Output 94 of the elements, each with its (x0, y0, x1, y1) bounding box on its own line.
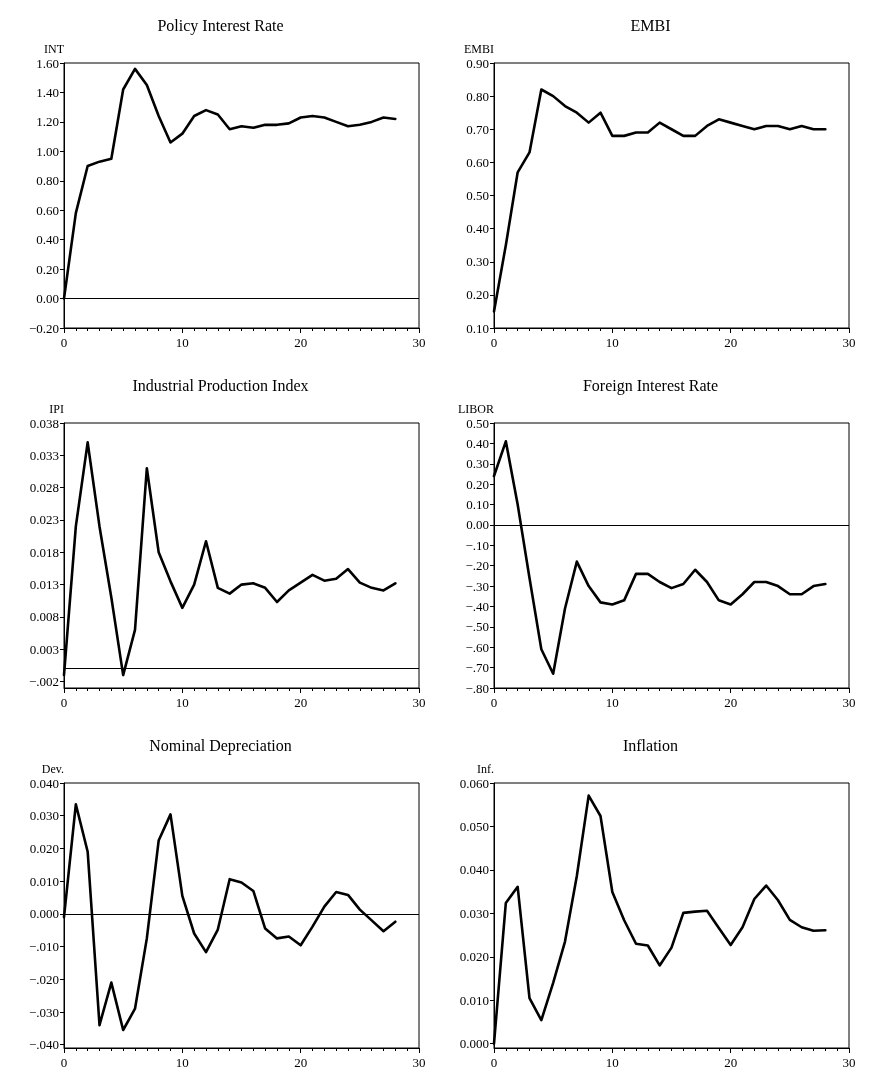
x-tick-label: 0 (490, 1055, 498, 1070)
chart-title: Inflation (622, 736, 679, 754)
y-tick-label: 0.010 (459, 992, 489, 1008)
y-axis-title: Dev. (41, 762, 64, 776)
x-tick-label: 0 (60, 1055, 68, 1070)
chart-title: Policy Interest Rate (157, 16, 284, 35)
y-tick-label: 0.00 (36, 291, 59, 307)
chart-title: EMBI (630, 16, 671, 34)
x-tick-label: 10 (175, 335, 189, 350)
y-tick-label: 0.000 (29, 906, 59, 922)
y-tick-label: 0.033 (29, 447, 59, 463)
y-tick-label: −.80 (465, 680, 489, 696)
y-tick-label: −.002 (28, 674, 59, 690)
y-tick-label: 0.060 (459, 775, 489, 791)
y-tick-label: −.20 (465, 558, 489, 574)
y-tick-label: 0.040 (459, 862, 489, 878)
x-tick-label: 30 (842, 1055, 856, 1070)
y-tick-label: 1.00 (36, 143, 59, 159)
y-tick-label: 0.008 (29, 609, 59, 625)
y-tick-label: −0.20 (28, 320, 59, 336)
y-tick-label: 0.30 (466, 456, 489, 472)
y-tick-label: −.040 (28, 1037, 59, 1053)
x-tick-label: 0 (490, 695, 498, 710)
x-tick-label: 10 (605, 335, 619, 350)
y-tick-label: 0.023 (29, 512, 59, 528)
y-axis-title: LIBOR (458, 402, 494, 416)
y-tick-label: 0.018 (29, 544, 59, 560)
x-tick-label: 30 (412, 335, 426, 350)
y-tick-label: 0.50 (466, 188, 489, 203)
x-tick-label: 30 (842, 335, 856, 350)
y-tick-label: −.30 (465, 578, 489, 594)
x-tick-label: 30 (842, 695, 856, 710)
y-axis-title: INT (44, 42, 65, 56)
y-tick-label: 0.40 (36, 232, 59, 248)
x-tick-label: 0 (60, 335, 68, 350)
y-tick-label: 0.40 (466, 435, 489, 451)
y-tick-label: 0.003 (29, 641, 59, 657)
x-tick-label: 20 (294, 1055, 308, 1070)
y-tick-label: 0.010 (29, 873, 59, 889)
y-tick-label: −.020 (28, 971, 59, 987)
x-tick-label: 0 (490, 335, 498, 350)
y-axis-title: EMBI (464, 42, 494, 56)
y-tick-label: 0.20 (466, 476, 489, 492)
x-tick-label: 10 (605, 695, 619, 710)
x-tick-label: 0 (60, 695, 68, 710)
y-tick-label: −.60 (465, 639, 489, 655)
y-tick-label: 1.60 (36, 55, 59, 71)
x-tick-label: 30 (412, 695, 426, 710)
y-tick-label: 0.040 (29, 775, 59, 791)
y-tick-label: 0.90 (466, 55, 489, 71)
chart-title: Industrial Production Index (132, 376, 309, 394)
y-tick-label: −.70 (465, 660, 489, 676)
y-tick-label: −.10 (465, 537, 489, 553)
y-tick-label: 0.10 (466, 497, 489, 513)
y-tick-label: 0.80 (36, 173, 59, 189)
y-tick-label: 0.013 (29, 577, 59, 593)
x-tick-label: 20 (294, 335, 308, 350)
y-axis-title: Inf. (477, 762, 494, 776)
x-tick-label: 30 (412, 1055, 426, 1070)
y-tick-label: −.50 (465, 619, 489, 635)
x-tick-label: 20 (294, 695, 308, 710)
y-tick-label: 0.020 (29, 840, 59, 856)
y-tick-label: 1.20 (36, 114, 59, 130)
chart-title: Nominal Depreciation (149, 736, 292, 755)
y-tick-label: −.030 (28, 1004, 59, 1020)
y-tick-label: 0.038 (29, 415, 59, 431)
y-tick-label: 0.80 (466, 88, 489, 104)
y-tick-label: 0.20 (36, 261, 59, 277)
y-tick-label: 0.050 (459, 818, 489, 834)
y-tick-label: 0.60 (466, 154, 489, 170)
x-tick-label: 20 (724, 695, 738, 710)
y-tick-label: 0.00 (466, 517, 489, 533)
x-tick-label: 20 (724, 1055, 738, 1070)
chart-title: Foreign Interest Rate (582, 376, 719, 395)
y-tick-label: 0.20 (466, 287, 489, 303)
y-tick-label: 0.10 (466, 320, 489, 336)
x-tick-label: 10 (175, 695, 189, 710)
x-tick-label: 10 (175, 1055, 189, 1070)
y-axis-title: IPI (49, 402, 64, 416)
y-tick-label: 0.40 (466, 221, 489, 237)
y-tick-label: −.40 (465, 598, 489, 614)
y-tick-label: 0.000 (459, 1036, 489, 1052)
y-tick-label: 0.30 (466, 254, 489, 270)
y-tick-label: 0.60 (36, 202, 59, 218)
x-tick-label: 20 (724, 335, 738, 350)
y-tick-label: 0.028 (29, 480, 59, 496)
y-tick-label: 0.030 (459, 905, 489, 921)
x-tick-label: 10 (605, 1055, 619, 1070)
y-tick-label: 0.030 (29, 808, 59, 824)
y-tick-label: 0.50 (466, 415, 489, 431)
y-tick-label: −.010 (28, 939, 59, 955)
y-tick-label: 0.020 (459, 949, 489, 965)
y-tick-label: 1.40 (36, 84, 59, 100)
y-tick-label: 0.70 (466, 121, 489, 137)
